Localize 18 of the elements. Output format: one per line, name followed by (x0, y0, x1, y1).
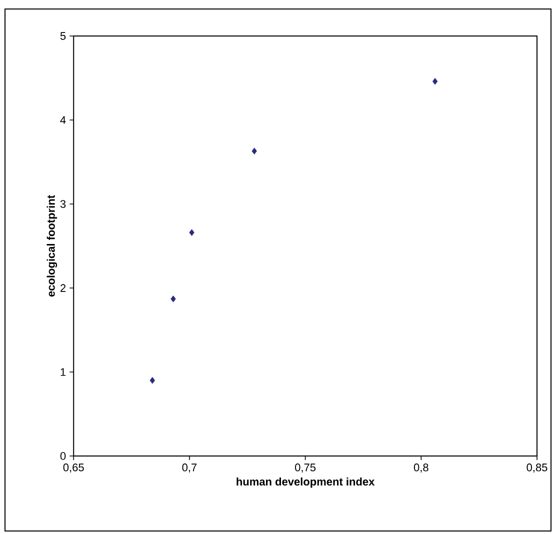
y-tick-label: 2 (60, 284, 66, 292)
x-tick-label: 0,75 (295, 464, 316, 473)
y-tick-label: 3 (60, 200, 66, 208)
y-tick-label: 4 (60, 116, 66, 124)
x-axis-title: human development index (236, 477, 375, 488)
point (170, 296, 176, 302)
y-tick-label: 1 (60, 368, 66, 376)
point (189, 229, 194, 236)
x-tick-label: 0,85 (526, 464, 548, 473)
y-tick-label: 0 (60, 452, 66, 460)
point (252, 148, 257, 154)
x-tick-label: 0,65 (63, 464, 84, 473)
y-tick-label: 5 (60, 32, 66, 40)
x-tick-label: 0,8 (414, 464, 428, 473)
y-axis-title: ecological footprint (46, 195, 58, 297)
point (432, 78, 438, 85)
point (150, 376, 155, 384)
x-tick-label: 0,7 (182, 464, 197, 473)
